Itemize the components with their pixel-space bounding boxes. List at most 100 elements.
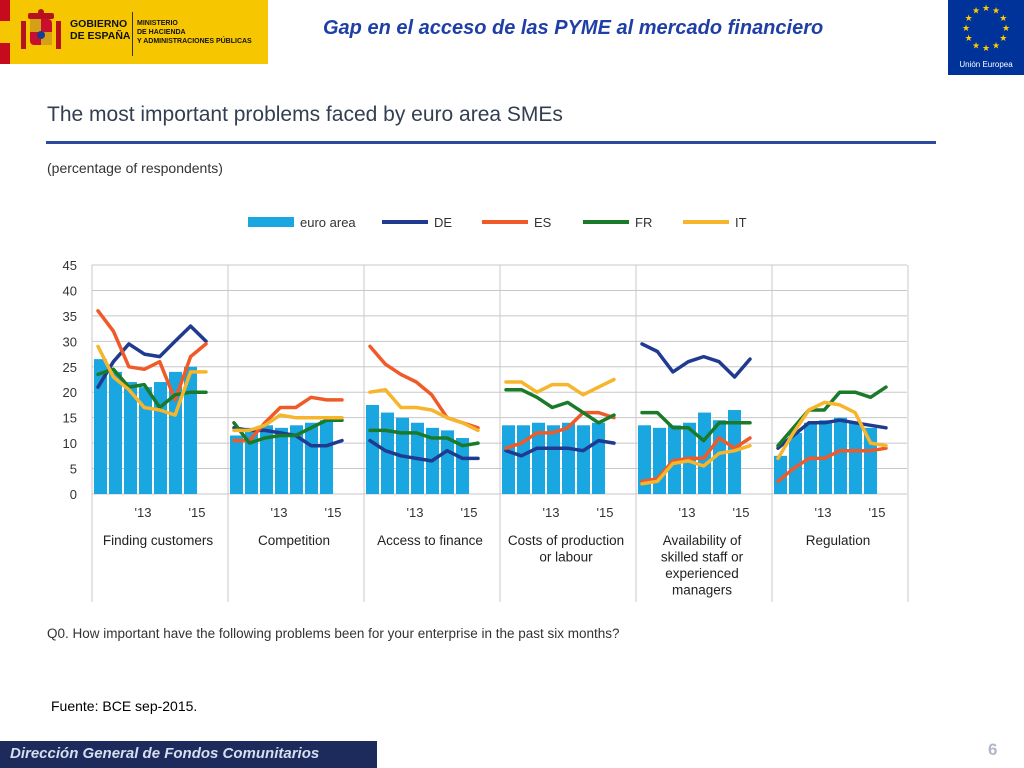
category-label: Access to finance [377, 533, 483, 548]
eu-star-icon: ★ [999, 33, 1007, 43]
ministry-line-1: MINISTERIO [137, 20, 178, 27]
panel: '13 '15 [774, 385, 888, 520]
category-label: Availability of skilled staff or experienc… [661, 533, 744, 598]
y-tick-label: 25 [63, 360, 77, 375]
bar-euro-area [230, 435, 243, 494]
x-tick-label: '13 [543, 505, 560, 520]
line-it [776, 400, 888, 461]
eu-label: Unión Europea [959, 60, 1013, 69]
chart-title: The most important problems faced by eur… [47, 103, 563, 126]
y-tick-label: 45 [63, 258, 77, 273]
bar-euro-area [441, 430, 454, 494]
bar-euro-area [290, 425, 303, 494]
y-tick-label: 15 [63, 411, 77, 426]
gov-line-2: DE ESPAÑA [70, 30, 131, 42]
eu-star-icon: ★ [965, 13, 973, 23]
eu-star-icon: ★ [992, 40, 1000, 50]
line-fr [504, 387, 616, 425]
category-label-line: experienced [665, 566, 739, 581]
x-tick-label: '13 [679, 505, 696, 520]
category-label-line: Availability of [663, 533, 742, 548]
eu-star-icon: ★ [965, 33, 973, 43]
footer-org: Dirección General de Fondos Comunitarios [10, 745, 320, 762]
slide-title: Gap en el acceso de las PYME al mercado … [323, 17, 824, 39]
bar-euro-area [653, 427, 666, 494]
x-tick-label: '13 [407, 505, 424, 520]
line-es [504, 410, 616, 450]
bar-euro-area [592, 422, 605, 494]
legend-label: FR [635, 215, 652, 230]
eu-star-icon: ★ [962, 23, 970, 33]
line-de [504, 438, 616, 458]
bar-euro-area [849, 422, 862, 494]
x-tick-label: '13 [815, 505, 832, 520]
panel: '13 '15 [230, 395, 344, 520]
line-de [776, 418, 888, 450]
eu-star-icon: ★ [972, 6, 980, 16]
x-tick-label: '13 [135, 505, 152, 520]
legend-swatch [248, 217, 294, 227]
bar-euro-area [184, 366, 197, 494]
legend-label: ES [534, 215, 552, 230]
y-tick-label: 40 [63, 283, 77, 298]
line-it [368, 387, 480, 433]
bar-euro-area [789, 432, 802, 494]
panel: '13 '15 [366, 344, 480, 520]
panel: '13 '15 [502, 377, 616, 520]
bar-euro-area [94, 359, 107, 494]
coat-of-arms-icon [21, 9, 61, 49]
line-fr [776, 385, 888, 448]
bar-euro-area [456, 438, 469, 494]
bar-euro-area [260, 425, 273, 494]
ministry-name: MINISTERIO DE HACIENDA Y ADMINISTRACIONE… [137, 19, 252, 46]
y-tick-label: 10 [63, 436, 77, 451]
legend-label: DE [434, 215, 452, 230]
legend-label: euro area [300, 215, 356, 230]
x-tick-label: '15 [733, 505, 750, 520]
bar-euro-area [547, 425, 560, 494]
footer-bar: Dirección General de Fondos Comunitarios [0, 741, 377, 768]
x-tick-label: '15 [325, 505, 342, 520]
legend-label: IT [735, 215, 747, 230]
line-fr [368, 428, 480, 448]
eu-logo: ★ ★ ★ ★ ★ ★ ★ ★ ★ ★ ★ ★ Unión Europea [948, 0, 1024, 75]
y-tick-label: 5 [70, 462, 77, 477]
line-de [640, 342, 752, 379]
bar-euro-area [577, 425, 590, 494]
x-tick-label: '15 [461, 505, 478, 520]
chart-title-rule [46, 141, 936, 144]
page-number: 6 [988, 740, 998, 759]
line-fr [640, 410, 752, 443]
government-name: GOBIERNO DE ESPAÑA [70, 18, 130, 42]
bar-euro-area [834, 417, 847, 494]
line-de [368, 438, 480, 463]
category-label-line: managers [672, 583, 732, 598]
x-tick-label: '15 [189, 505, 206, 520]
eu-star-icon: ★ [999, 13, 1007, 23]
category-label-line: Regulation [806, 533, 871, 548]
line-es [96, 309, 208, 402]
bar-euro-area [275, 427, 288, 494]
bar-euro-area [366, 404, 379, 494]
category-label-line: or labour [539, 550, 593, 565]
category-label-line: Finding customers [103, 533, 214, 548]
gov-line-1: GOBIERNO [70, 18, 128, 30]
chart: euro area DE ES FR IT051015202530354045'13'1… [63, 215, 909, 602]
line-es [232, 395, 344, 443]
x-tick-label: '13 [271, 505, 288, 520]
government-logo: GOBIERNO DE ESPAÑA MINISTERIO DE HACIEND… [0, 0, 268, 64]
bar-euro-area [562, 422, 575, 494]
eu-star-icon: ★ [982, 43, 990, 53]
category-label-line: Competition [258, 533, 330, 548]
survey-question: Q0. How important have the following pro… [47, 626, 620, 641]
bar-euro-area [320, 420, 333, 494]
y-tick-label: 35 [63, 309, 77, 324]
bar-euro-area [517, 425, 530, 494]
ministry-line-2: DE HACIENDA [137, 29, 186, 36]
bar-euro-area [139, 387, 152, 494]
source-note: Fuente: BCE sep-2015. [51, 698, 198, 714]
eu-star-icon: ★ [992, 6, 1000, 16]
bar-euro-area [109, 371, 122, 494]
x-tick-label: '15 [869, 505, 886, 520]
line-es [776, 446, 888, 484]
